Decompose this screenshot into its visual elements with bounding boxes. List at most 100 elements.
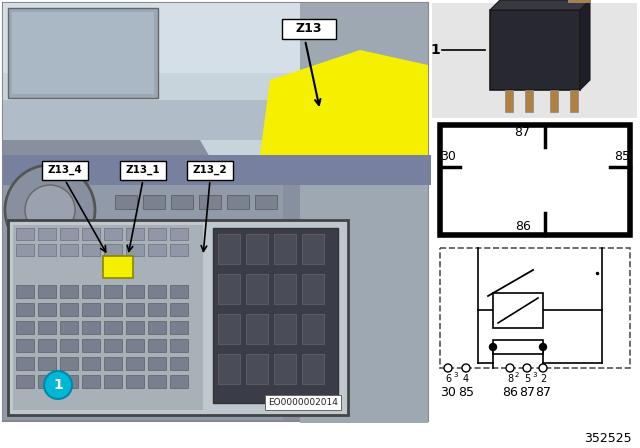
Bar	[218, 274, 240, 304]
Bar	[302, 314, 324, 344]
Bar	[148, 303, 166, 316]
Bar	[505, 90, 513, 112]
Bar	[38, 228, 56, 240]
Bar	[170, 339, 188, 352]
Bar	[170, 228, 188, 240]
Bar	[246, 314, 268, 344]
Bar	[126, 244, 144, 256]
Bar	[38, 285, 56, 298]
Bar	[82, 228, 100, 240]
Text: 3: 3	[532, 372, 536, 378]
Bar	[170, 285, 188, 298]
Bar	[8, 8, 158, 98]
Bar	[82, 321, 100, 334]
Bar	[126, 321, 144, 334]
Bar	[246, 354, 268, 384]
Text: EO0000002014: EO0000002014	[268, 398, 338, 407]
Bar	[246, 234, 268, 264]
Bar	[60, 228, 78, 240]
Bar	[3, 3, 428, 178]
Bar	[170, 375, 188, 388]
Bar	[440, 125, 630, 235]
Text: 86: 86	[515, 220, 531, 233]
Text: 352525: 352525	[584, 431, 632, 444]
Bar	[490, 10, 580, 90]
Text: 85: 85	[614, 150, 630, 164]
Text: 30: 30	[440, 387, 456, 400]
Bar	[126, 303, 144, 316]
Bar	[12, 12, 154, 94]
Bar	[38, 357, 56, 370]
Bar	[148, 339, 166, 352]
Bar	[525, 90, 533, 112]
Text: 85: 85	[458, 387, 474, 400]
Bar	[38, 321, 56, 334]
Circle shape	[25, 185, 75, 235]
Bar	[16, 228, 34, 240]
Text: Z13_4: Z13_4	[47, 165, 83, 175]
Bar	[3, 155, 431, 185]
Bar	[60, 285, 78, 298]
Bar	[60, 339, 78, 352]
Circle shape	[44, 371, 72, 399]
Bar	[570, 90, 578, 112]
Bar	[3, 3, 428, 421]
Bar	[104, 244, 122, 256]
Bar	[38, 375, 56, 388]
Bar	[103, 256, 133, 278]
Bar	[126, 339, 144, 352]
Polygon shape	[490, 0, 590, 10]
Bar	[3, 3, 428, 73]
Bar	[16, 321, 34, 334]
Bar	[302, 234, 324, 264]
Bar	[148, 228, 166, 240]
Text: 87: 87	[519, 387, 535, 400]
Bar	[82, 357, 100, 370]
Bar	[255, 195, 277, 209]
Circle shape	[523, 364, 531, 372]
Text: 1: 1	[430, 43, 440, 57]
Bar	[13, 225, 203, 410]
Bar	[38, 303, 56, 316]
Bar	[16, 357, 34, 370]
Bar	[170, 357, 188, 370]
FancyBboxPatch shape	[282, 19, 336, 39]
Bar	[16, 339, 34, 352]
Bar	[300, 3, 428, 423]
Bar	[82, 375, 100, 388]
Bar	[148, 321, 166, 334]
FancyBboxPatch shape	[42, 161, 88, 180]
Bar	[274, 234, 296, 264]
Bar	[82, 244, 100, 256]
Bar	[16, 285, 34, 298]
Bar	[432, 3, 637, 118]
Bar	[274, 314, 296, 344]
Text: 87: 87	[535, 387, 551, 400]
Bar	[218, 354, 240, 384]
Bar	[148, 357, 166, 370]
Bar	[199, 195, 221, 209]
Bar	[104, 375, 122, 388]
Bar	[60, 303, 78, 316]
Bar	[568, 0, 590, 2]
Text: 2: 2	[515, 372, 520, 378]
Text: 86: 86	[502, 387, 518, 400]
Bar	[104, 339, 122, 352]
Text: Z13_2: Z13_2	[193, 165, 227, 175]
Circle shape	[462, 364, 470, 372]
Bar	[171, 195, 193, 209]
Bar	[16, 303, 34, 316]
Bar	[493, 293, 543, 328]
Text: Z13_1: Z13_1	[125, 165, 160, 175]
Bar	[104, 303, 122, 316]
Text: 4: 4	[463, 374, 469, 384]
Text: 87: 87	[515, 125, 531, 138]
Text: 5: 5	[524, 374, 530, 384]
Bar	[60, 244, 78, 256]
Polygon shape	[580, 0, 590, 90]
Bar	[126, 357, 144, 370]
Polygon shape	[3, 140, 428, 420]
Bar	[143, 195, 165, 209]
Bar	[218, 234, 240, 264]
Bar	[227, 195, 249, 209]
